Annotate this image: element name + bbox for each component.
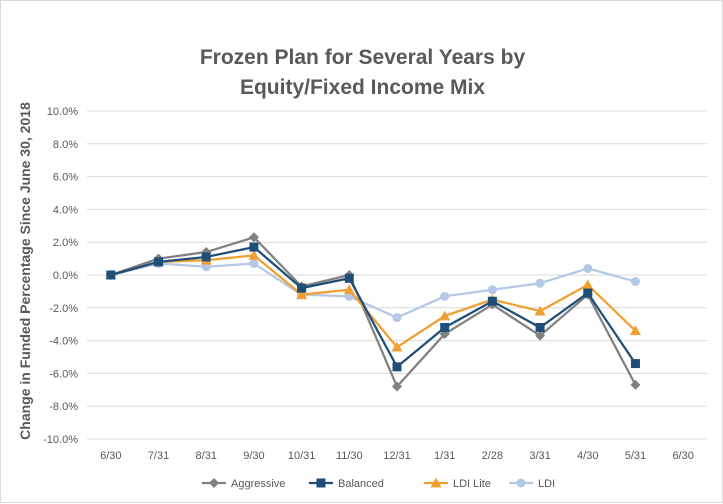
legend-marker-ldi: [516, 478, 526, 488]
y-tick-label: -10.0%: [43, 434, 78, 446]
data-point-ldi: [487, 285, 497, 295]
x-tick-label: 7/31: [148, 450, 169, 462]
x-tick-label: 11/30: [336, 450, 363, 462]
data-point-aggressive: [201, 247, 212, 258]
series-line-aggressive: [110, 236, 637, 388]
legend-marker-aggressive: [209, 478, 219, 488]
legend-label-aggressive: Aggressive: [231, 478, 285, 490]
legend-marker-ldi-lite: [430, 477, 442, 488]
data-point-ldi-lite: [534, 305, 546, 316]
y-tick-label: -4.0%: [49, 336, 78, 348]
x-tick-label: 9/30: [243, 450, 264, 462]
x-tick-label: 5/31: [625, 450, 646, 462]
data-point-balanced: [344, 273, 354, 283]
y-tick-label: 2.0%: [53, 237, 78, 249]
x-tick-label: 8/31: [196, 450, 217, 462]
chart-title: Frozen Plan for Several Years by Equity/…: [1, 43, 723, 103]
data-point-ldi-lite: [629, 325, 641, 336]
data-point-aggressive: [392, 381, 402, 392]
legend-label-balanced: Balanced: [338, 478, 384, 490]
data-point-ldi-lite: [439, 310, 451, 321]
y-tick-label: -8.0%: [49, 401, 78, 413]
chart-title-line-2: Equity/Fixed Income Mix: [239, 76, 486, 99]
y-tick-label: 0.0%: [53, 270, 78, 282]
data-point-balanced: [249, 242, 259, 252]
data-point-balanced: [297, 283, 307, 293]
y-tick-label: 6.0%: [53, 172, 78, 184]
data-point-aggressive: [248, 232, 259, 243]
data-point-balanced: [392, 362, 402, 372]
data-point-balanced: [106, 270, 116, 280]
data-point-balanced: [535, 322, 545, 332]
series-line-ldi: [110, 262, 636, 319]
x-tick-label: 3/31: [529, 450, 550, 462]
x-tick-label: 1/31: [434, 450, 455, 462]
data-point-aggressive: [630, 379, 641, 390]
data-point-ldi-lite: [248, 249, 260, 260]
y-tick-label: 8.0%: [53, 139, 78, 151]
x-tick-label: 10/31: [288, 450, 316, 462]
legend-marker-balanced: [316, 478, 326, 488]
data-point-ldi: [583, 263, 593, 273]
data-point-ldi-lite: [391, 341, 403, 352]
data-point-ldi: [440, 291, 450, 301]
data-point-aggressive: [535, 330, 546, 341]
data-point-ldi-lite: [343, 284, 355, 295]
legend-label-ldi: LDI: [538, 478, 555, 490]
data-point-ldi: [535, 278, 545, 288]
x-tick-label: 6/30: [672, 450, 693, 462]
data-point-balanced: [487, 296, 497, 306]
data-point-balanced: [440, 322, 450, 332]
data-point-balanced: [201, 252, 211, 262]
data-point-ldi: [392, 313, 402, 323]
x-tick-label: 6/30: [100, 450, 121, 462]
y-tick-label: 10.0%: [47, 106, 78, 118]
series-line-balanced: [110, 245, 637, 368]
data-point-ldi-lite: [296, 289, 308, 300]
data-point-balanced: [154, 257, 164, 267]
data-point-balanced: [583, 288, 593, 298]
data-point-ldi: [249, 259, 259, 269]
x-tick-label: 2/28: [482, 450, 503, 462]
y-tick-label: -6.0%: [49, 368, 78, 380]
y-tick-label: 4.0%: [53, 204, 78, 216]
x-tick-label: 12/31: [383, 450, 411, 462]
series-line-ldi-lite: [110, 254, 637, 349]
data-point-balanced: [630, 359, 640, 369]
x-tick-label: 4/30: [577, 450, 598, 462]
chart-title-line-1: Frozen Plan for Several Years by: [199, 46, 526, 69]
data-point-ldi-lite: [582, 279, 594, 290]
y-tick-label: -2.0%: [49, 303, 78, 315]
legend-label-ldi-lite: LDI Lite: [453, 478, 491, 490]
data-point-ldi: [630, 277, 640, 287]
